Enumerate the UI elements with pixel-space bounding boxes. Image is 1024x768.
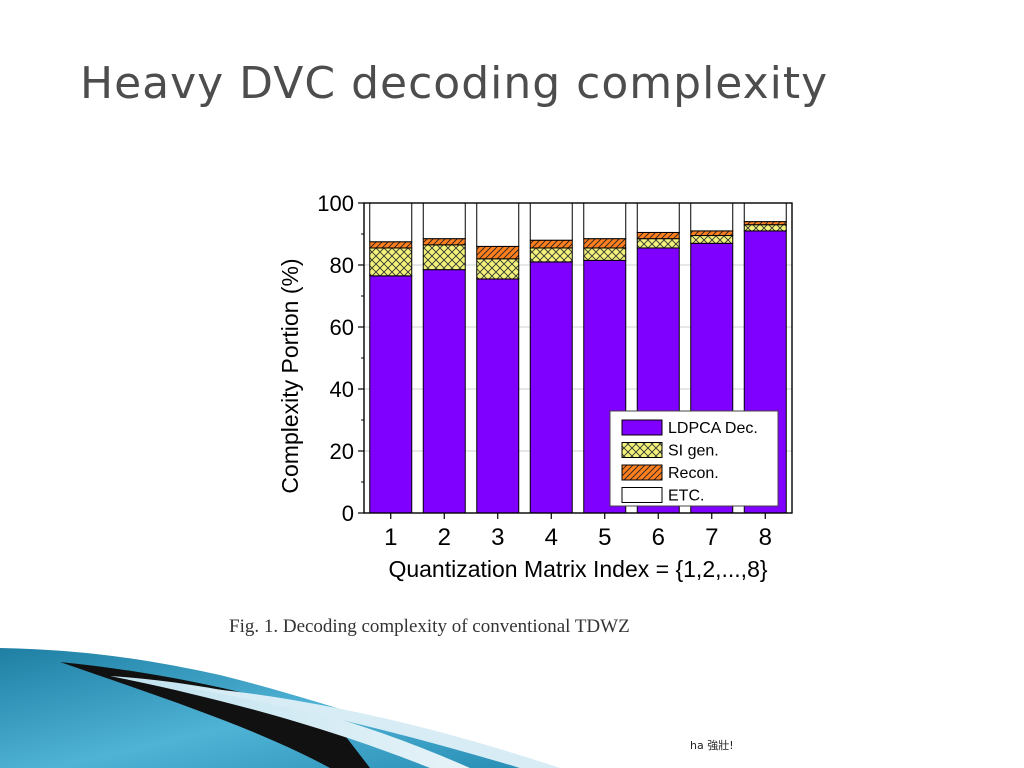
y-tick-label: 60	[330, 315, 354, 340]
bar-segment-si-gen-4	[529, 247, 573, 263]
legend-swatch	[621, 464, 663, 481]
legend-swatch	[621, 487, 663, 503]
y-tick-label: 80	[330, 253, 354, 278]
bar-segment-ldpca-dec-2	[422, 269, 466, 514]
x-tick-label: 6	[652, 524, 665, 551]
x-tick-label: 2	[438, 524, 451, 551]
bar-segment-ldpca-dec-4	[529, 261, 573, 514]
bar-segment-si-gen-7	[690, 235, 734, 244]
bar-segment-recon-7	[690, 230, 734, 237]
y-tick-label: 100	[317, 191, 354, 216]
bar-segment-ldpca-dec-3	[476, 278, 520, 514]
bar-segment-recon-2	[422, 238, 466, 246]
x-tick-label: 8	[759, 524, 772, 551]
bar-segment-etc-4	[529, 202, 573, 241]
bar-segment-recon-6	[636, 231, 680, 240]
footer-text: ha 強壯!	[690, 739, 734, 752]
y-tick-label: 20	[330, 439, 354, 464]
bar-segment-etc-7	[690, 202, 734, 232]
bar-segment-recon-1	[369, 241, 413, 249]
bar-segment-si-gen-8	[743, 224, 787, 232]
bar-segment-etc-1	[369, 202, 413, 243]
legend-label: Recon.	[668, 465, 719, 482]
slide-title: Heavy DVC decoding complexity	[80, 58, 829, 109]
bar-segment-ldpca-dec-1	[369, 275, 413, 514]
legend-swatch	[621, 419, 663, 436]
figure-caption: Fig. 1. Decoding complexity of conventio…	[229, 616, 630, 637]
y-axis-label: Complexity Portion (%)	[277, 258, 303, 493]
x-tick-label: 1	[384, 524, 397, 551]
bar-segment-si-gen-2	[422, 244, 466, 271]
bar-segment-etc-5	[583, 202, 627, 240]
bar-segment-etc-3	[476, 202, 520, 247]
x-tick-label: 7	[705, 524, 718, 551]
bar-segment-recon-3	[476, 245, 520, 260]
bar-segment-etc-2	[422, 202, 466, 240]
x-axis-label: Quantization Matrix Index = {1,2,...,8}	[388, 556, 767, 582]
y-tick-label: 0	[342, 501, 354, 526]
bar-segment-recon-4	[529, 239, 573, 249]
bar-segment-si-gen-6	[636, 238, 680, 249]
x-tick-label: 3	[491, 524, 504, 551]
legend-swatch	[621, 442, 663, 458]
legend-label: LDPCA Dec.	[668, 420, 758, 437]
legend-label: SI gen.	[668, 443, 719, 460]
x-tick-label: 5	[598, 524, 611, 551]
bar-segment-etc-8	[743, 202, 787, 223]
bar-segment-si-gen-1	[369, 247, 413, 277]
y-tick-label: 40	[330, 377, 354, 402]
legend-label: ETC.	[668, 488, 704, 505]
bar-segment-recon-5	[583, 238, 627, 249]
bar-segment-si-gen-5	[583, 247, 627, 261]
bar-segment-etc-6	[636, 202, 680, 233]
x-tick-label: 4	[545, 524, 558, 551]
bar-segment-si-gen-3	[476, 258, 520, 280]
